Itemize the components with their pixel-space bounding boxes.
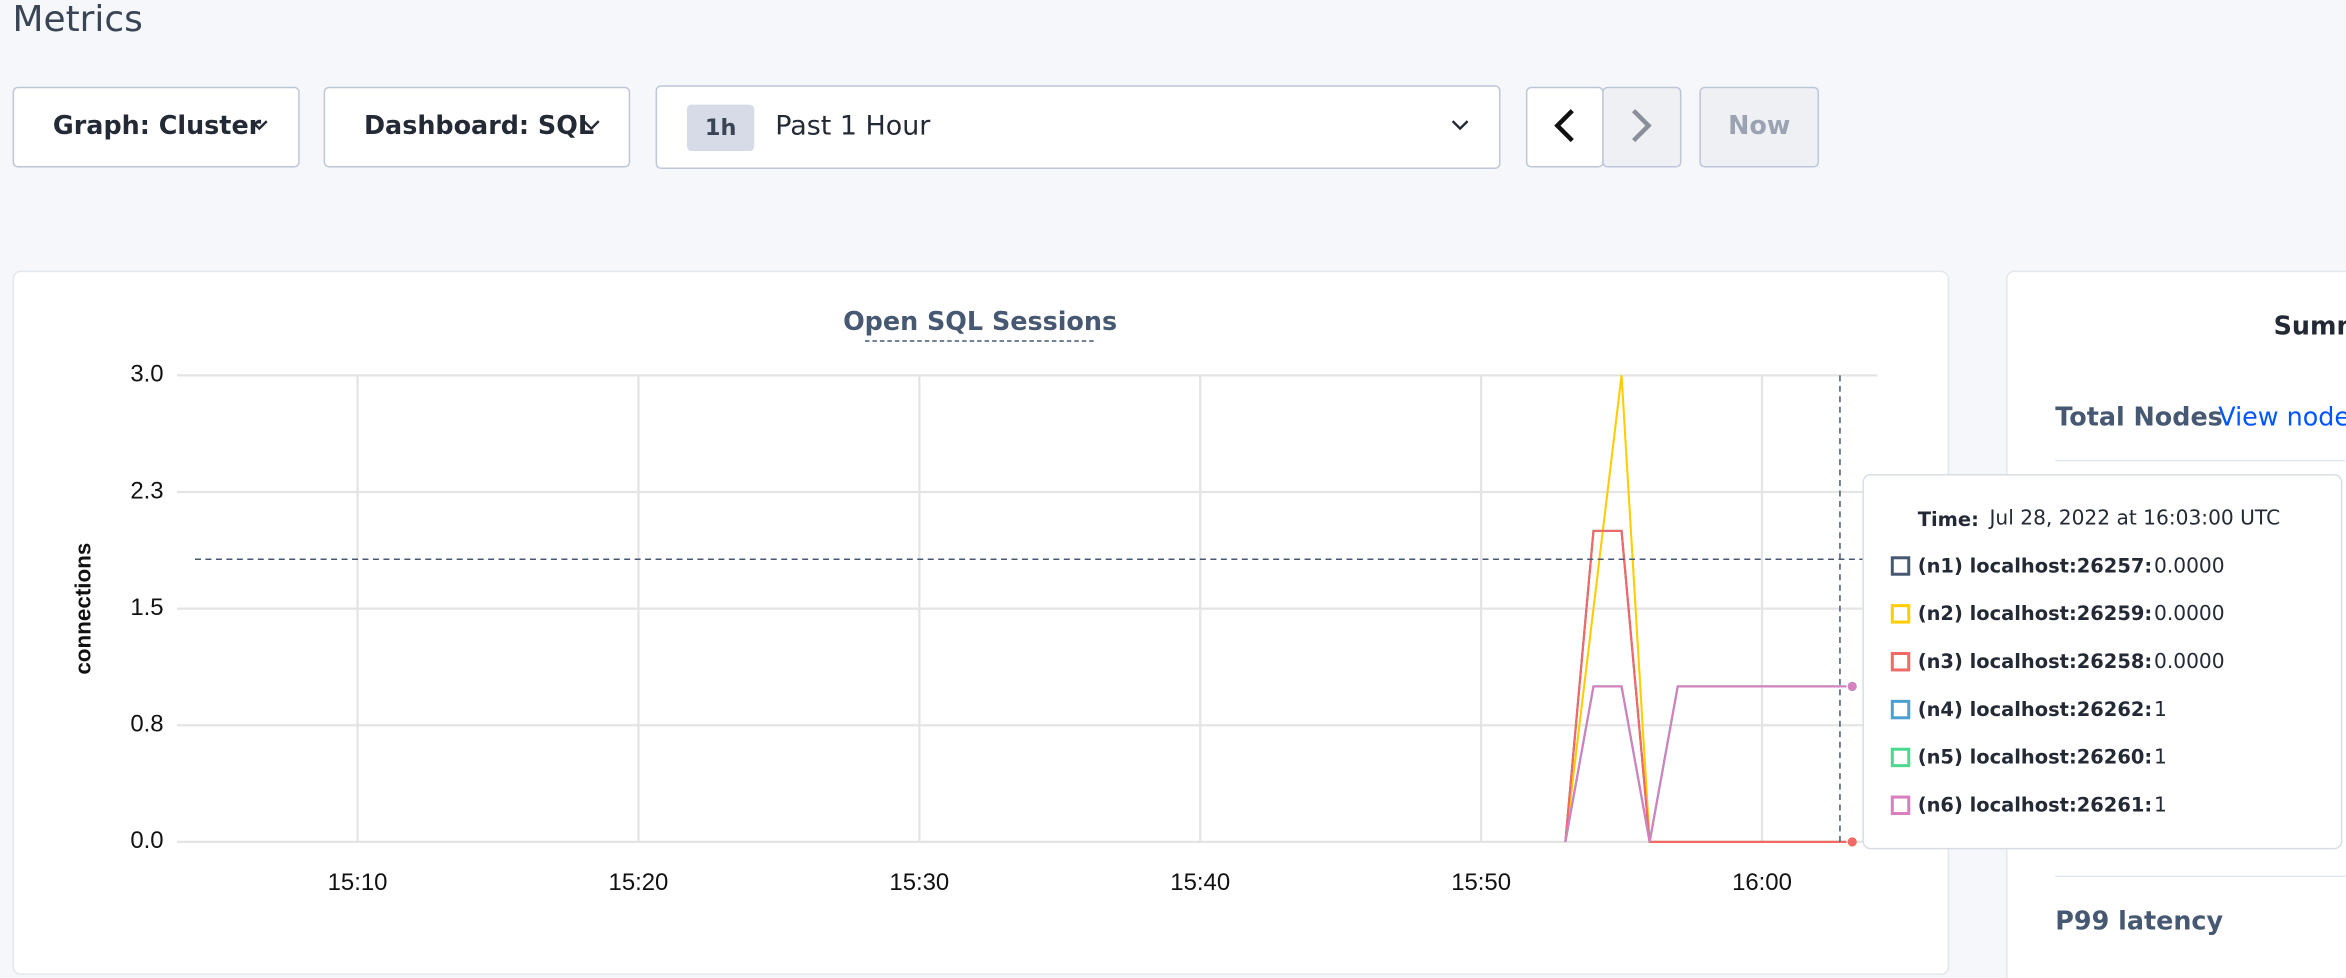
tooltip-series-name: (n5) localhost:26260:	[1918, 746, 2152, 769]
graph-select[interactable]: Graph: Cluster	[12, 86, 300, 168]
x-tick-label: 16:00	[1732, 869, 1792, 896]
view-nodes-link[interactable]: View nodes	[2218, 402, 2346, 432]
chart-panel	[12, 270, 1950, 976]
tooltip-time: Jul 28, 2022 at 16:03:00 UTC	[1987, 505, 2280, 529]
p99-latency-label: P99 latency	[2055, 906, 2223, 936]
tooltip-value: 1	[2154, 793, 2167, 817]
graph-select-label[interactable]: Graph: Cluster	[53, 110, 262, 140]
y-axis-label: connections	[70, 543, 95, 675]
tooltip: Time: Jul 28, 2022 at 16:03:00 UTC (n1) …	[1862, 474, 2343, 850]
y-tick-label: 1.5	[130, 594, 163, 621]
x-tick-label: 15:10	[328, 869, 388, 896]
series-line	[1564, 685, 1847, 843]
tooltip-series-name: (n1) localhost:26257:	[1918, 554, 2152, 577]
x-tick-label: 15:40	[1170, 869, 1230, 896]
tooltip-value: 0.0000	[2154, 601, 2225, 625]
next-icon[interactable]	[1632, 109, 1652, 143]
tooltip-series-name: (n4) localhost:26262:	[1918, 698, 2152, 721]
tooltip-value: 1	[2154, 745, 2167, 769]
summary-title: Summ	[2274, 310, 2346, 340]
now-button[interactable]: Now	[1699, 86, 1820, 168]
previous-button[interactable]	[1525, 86, 1604, 168]
y-tick-label: 0.8	[130, 711, 163, 738]
range-badge[interactable]: 1h	[705, 115, 737, 141]
tooltip-series-name: (n2) localhost:26259:	[1918, 602, 2152, 625]
tooltip-swatch	[1890, 795, 1911, 815]
chart-title: Open SQL Sessions	[843, 306, 1117, 336]
x-tick-label: 15:50	[1451, 869, 1511, 896]
time-nav	[1525, 86, 1682, 168]
plot: 0.0 0.8 1.5 2.3 3.0 15:10 15:20 15:30 15:40 15:50…	[130, 361, 1878, 896]
tooltip-value: 0.0000	[2154, 553, 2225, 577]
tooltip-series-name: (n6) localhost:26261:	[1918, 794, 2152, 817]
y-tick-label: 2.3	[130, 477, 163, 504]
tooltip-swatch	[1890, 604, 1911, 624]
range-label[interactable]: Past 1 Hour	[775, 111, 931, 142]
tooltip-swatch	[1890, 699, 1911, 720]
hover-point	[1847, 681, 1857, 691]
series-line	[1564, 529, 1847, 843]
dashboard-select-label[interactable]: Dashboard: SQL	[364, 110, 594, 140]
y-tick-label: 3.0	[130, 361, 163, 388]
tooltip-swatch	[1890, 556, 1911, 576]
tooltip-swatch	[1890, 652, 1911, 672]
time-range-select[interactable]: 1h Past 1 Hour	[655, 85, 1501, 169]
tooltip-box	[1862, 474, 2343, 850]
tooltip-time-label: Time:	[1918, 508, 1979, 531]
x-tick-label: 15:30	[889, 869, 949, 896]
next-button[interactable]	[1602, 86, 1682, 168]
now-label[interactable]: Now	[1728, 110, 1790, 140]
tooltip-swatch	[1890, 747, 1911, 768]
tooltip-value: 0.0000	[2154, 649, 2225, 673]
page-title: Metrics	[13, 0, 143, 40]
x-tick-label: 15:20	[609, 869, 669, 896]
tooltip-value: 1	[2154, 697, 2167, 721]
hover-point	[1847, 837, 1857, 847]
previous-icon[interactable]	[1554, 109, 1574, 143]
y-tick-label: 0.0	[130, 827, 163, 854]
dashboard-select[interactable]: Dashboard: SQL	[323, 86, 631, 168]
tooltip-series-name: (n3) localhost:26258:	[1918, 650, 2152, 673]
total-nodes-label: Total Nodes	[2055, 402, 2223, 432]
